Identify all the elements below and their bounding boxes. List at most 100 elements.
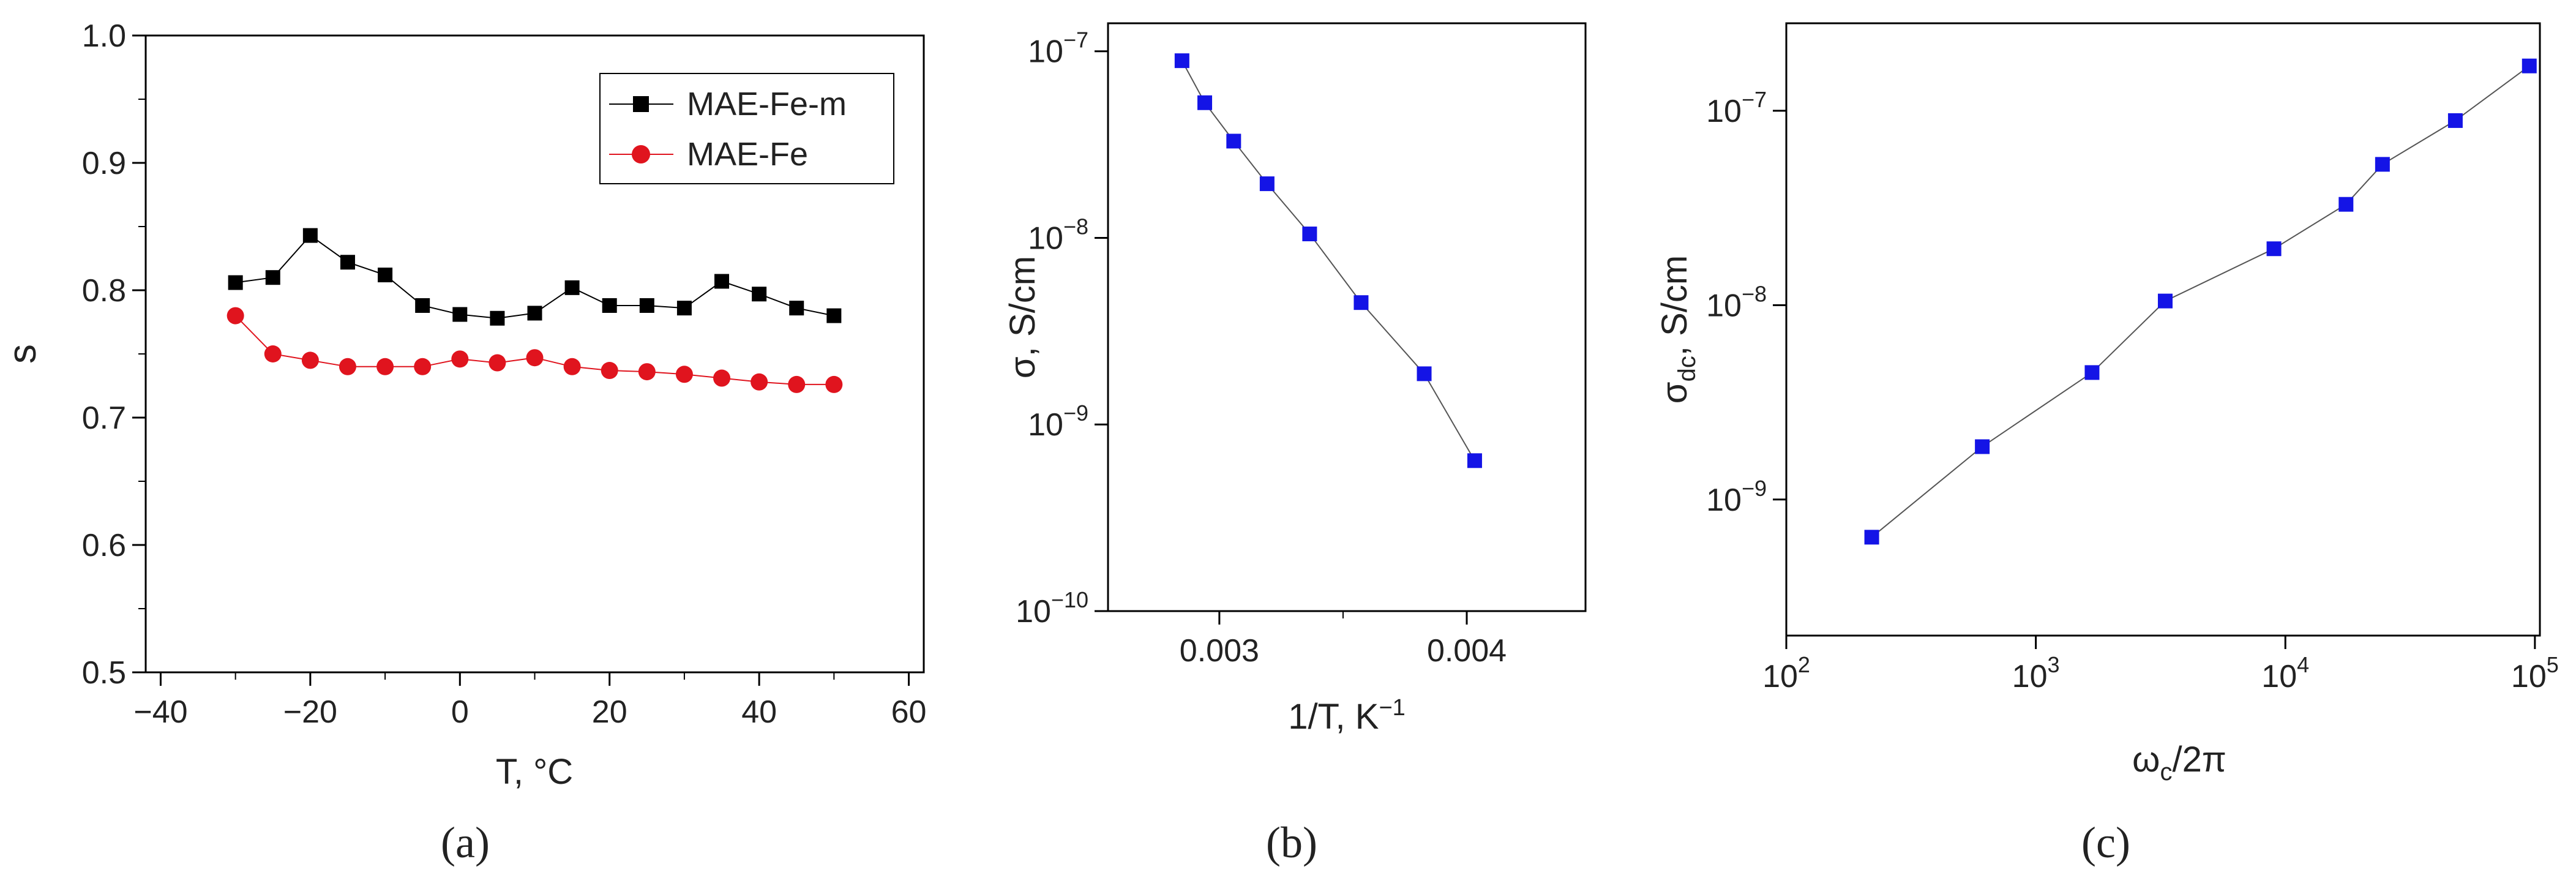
- legend-label-mae-fe: MAE-Fe: [687, 136, 808, 173]
- y-tick-label-b: 10−9: [1028, 400, 1088, 443]
- panel-a-plot-area: [227, 228, 843, 393]
- x-tick-label-c-base: 10: [2511, 659, 2547, 694]
- x-tick-label-b: 0.004: [1427, 633, 1507, 669]
- y-tick-label-a: 0.6: [82, 528, 126, 563]
- y-tick-label-b-base: 10: [1028, 34, 1063, 70]
- x-tick-label-b: 0.003: [1180, 633, 1259, 669]
- data-point-mae-fe-m: [789, 301, 804, 316]
- data-point-mae-fe: [601, 362, 618, 380]
- y-tick-label-b: 10−8: [1028, 214, 1088, 256]
- panel-c-y-axis-label-tail: , S/cm: [1655, 255, 1694, 356]
- panel-c-y-axis-label-text: σ: [1655, 381, 1694, 404]
- data-point-mae-fe: [713, 369, 731, 387]
- panel-c-caption: (c): [2081, 818, 2130, 867]
- y-tick-label-a: 0.7: [82, 400, 126, 436]
- legend-marker-mae-fe-m: [633, 96, 649, 112]
- data-point-mae-fe-m: [490, 310, 505, 326]
- data-point-sigma-dc: [2375, 157, 2390, 172]
- panel-a-caption: (a): [441, 818, 490, 867]
- data-point-mae-fe-m: [228, 275, 243, 290]
- panel-a-ticks: [132, 34, 910, 686]
- panel-c-frame: [1785, 22, 2541, 637]
- y-tick-label-a: 0.9: [82, 146, 126, 181]
- data-point-mae-fe: [227, 307, 244, 325]
- panel-b-x-axis-label: 1/T, K−1: [1288, 695, 1406, 737]
- panel-a-legend: MAE-Fe-m MAE-Fe: [599, 73, 894, 184]
- x-tick-label-a: −40: [133, 694, 187, 730]
- y-tick-label-c-base: 10: [1706, 94, 1742, 129]
- panel-c-y-axis-label: σdc, S/cm: [1655, 255, 1701, 404]
- data-point-sigma: [1259, 176, 1275, 192]
- data-point-mae-fe: [264, 345, 282, 362]
- data-point-mae-fe: [489, 354, 506, 372]
- x-tick-label-a: 20: [592, 694, 627, 730]
- legend-label-mae-fe-m: MAE-Fe-m: [687, 86, 847, 122]
- data-point-mae-fe: [414, 358, 432, 375]
- data-point-mae-fe: [788, 375, 806, 393]
- y-tick-label-c: 10−8: [1706, 281, 1767, 323]
- legend-marker-mae-fe: [632, 145, 650, 163]
- data-point-sigma: [1417, 366, 1432, 381]
- panel-b-y-axis-label: σ, S/cm: [1003, 256, 1043, 378]
- data-point-mae-fe: [638, 363, 656, 381]
- y-tick-label-b: 10−10: [1016, 587, 1088, 629]
- panel-b-x-axis-label-superscript: −1: [1379, 695, 1405, 721]
- data-point-mae-fe: [376, 358, 394, 375]
- legend-box: [599, 73, 894, 184]
- data-point-mae-fe-m: [564, 280, 580, 295]
- panel-c-x-axis-label-tail: /2π: [2172, 740, 2226, 779]
- x-tick-label-c-exponent: 3: [2048, 652, 2060, 677]
- data-point-mae-fe-m: [527, 306, 542, 321]
- x-tick-label-c: 105: [2511, 652, 2559, 694]
- data-point-sigma-dc: [2266, 241, 2282, 257]
- data-point-mae-fe: [751, 373, 768, 391]
- panel-a-frame: [144, 34, 925, 674]
- data-point-mae-fe-m: [302, 228, 318, 243]
- x-tick-label-c: 103: [2012, 652, 2060, 694]
- panel-b-x-axis-label-text: 1/T, K: [1288, 697, 1379, 737]
- data-point-sigma-dc: [2157, 293, 2173, 309]
- y-tick-label-b-exponent: −7: [1063, 28, 1088, 53]
- data-point-mae-fe-m: [676, 301, 692, 316]
- y-tick-label-b-base: 10: [1028, 220, 1063, 256]
- data-point-mae-fe-m: [378, 268, 393, 283]
- x-tick-label-a: 60: [891, 694, 927, 730]
- data-point-mae-fe: [526, 349, 544, 367]
- data-point-mae-fe: [825, 375, 843, 393]
- panel-b-frame: [1107, 22, 1587, 612]
- y-tick-label-c-exponent: −9: [1742, 476, 1767, 501]
- panel-c-ticks: [1773, 110, 2536, 649]
- y-tick-label-a: 0.5: [82, 655, 126, 691]
- data-point-sigma: [1467, 453, 1482, 468]
- data-point-mae-fe: [563, 358, 581, 375]
- y-tick-label-b-exponent: −8: [1063, 214, 1088, 239]
- y-tick-label-c-exponent: −8: [1742, 281, 1767, 306]
- x-tick-label-c: 104: [2261, 652, 2309, 694]
- data-point-mae-fe-m: [714, 274, 730, 289]
- x-tick-label-c-exponent: 5: [2547, 652, 2559, 677]
- data-point-sigma: [1302, 227, 1317, 242]
- x-tick-label-a: −20: [283, 694, 337, 730]
- y-tick-label-c: 10−7: [1706, 87, 1767, 129]
- panel-b-plot-area: [1174, 53, 1482, 468]
- y-tick-label-c-base: 10: [1706, 483, 1742, 518]
- y-tick-label-b-base: 10: [1016, 594, 1051, 629]
- data-point-sigma: [1226, 133, 1241, 149]
- data-point-sigma-dc: [1864, 530, 1879, 545]
- data-point-sigma-dc: [2338, 197, 2354, 212]
- data-point-mae-fe-m: [639, 298, 654, 313]
- data-point-sigma: [1354, 295, 1369, 310]
- data-point-sigma-dc: [2084, 365, 2100, 380]
- data-point-mae-fe-m: [826, 308, 842, 323]
- x-tick-label-c-base: 10: [2012, 659, 2048, 694]
- data-point-mae-fe-m: [752, 287, 767, 302]
- data-point-mae-fe: [301, 351, 319, 369]
- y-tick-label-b-exponent: −9: [1063, 400, 1088, 426]
- y-tick-label-c-exponent: −7: [1742, 87, 1767, 112]
